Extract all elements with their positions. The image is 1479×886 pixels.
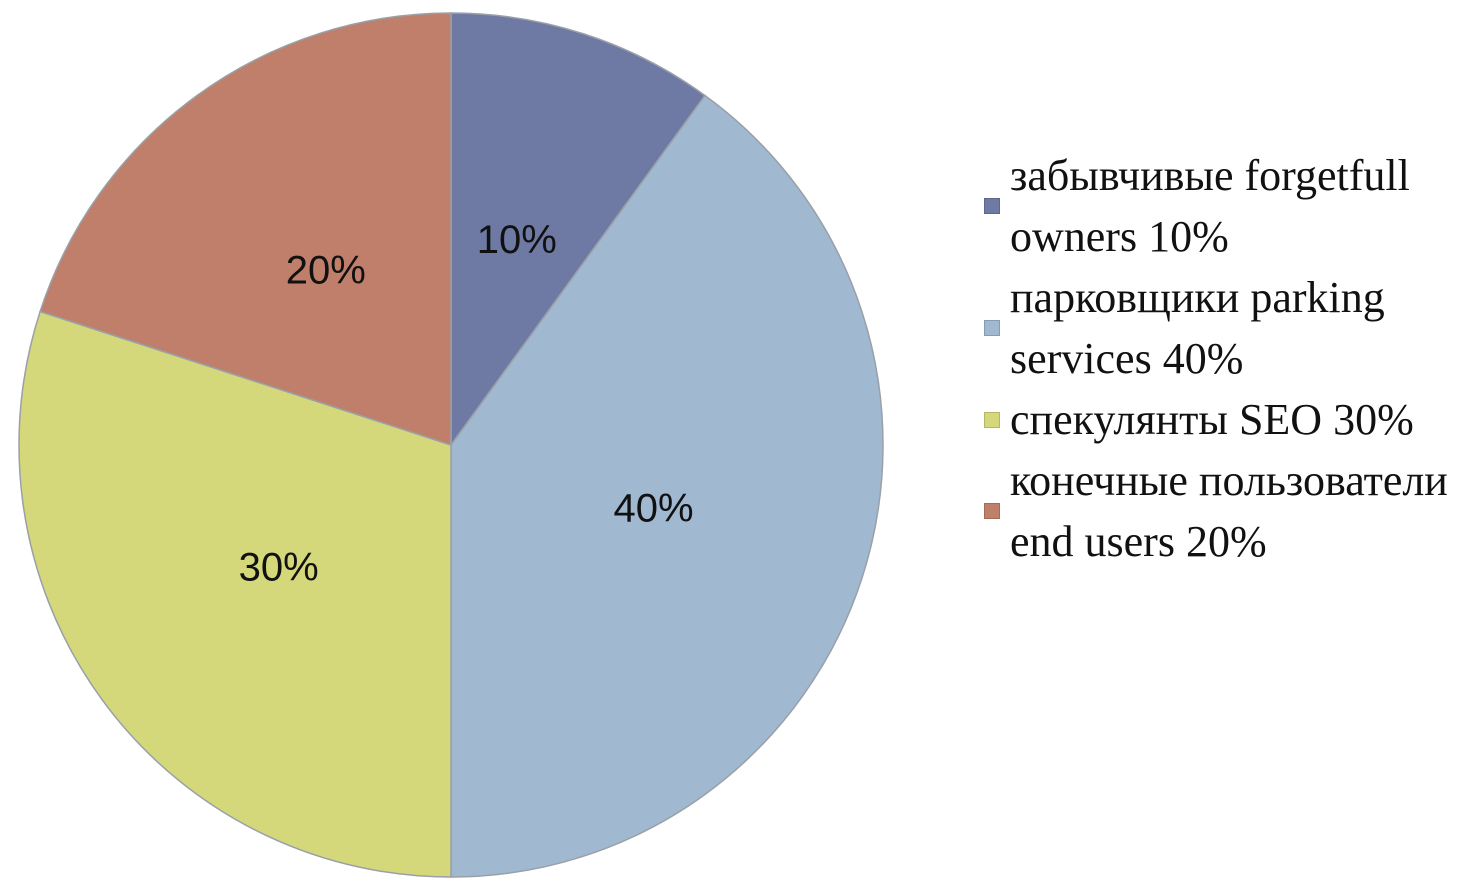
- legend-swatch: [984, 320, 1000, 336]
- legend-label: парковщики parking services 40%: [1010, 273, 1385, 383]
- pie-slice: [39, 12, 452, 447]
- data-label: 40%: [614, 486, 694, 530]
- legend-entry: конечные пользователи end users 20%: [984, 450, 1476, 572]
- pie-slice: [18, 310, 452, 878]
- pie-slice: [450, 94, 884, 878]
- legend-label: спекулянты SEO 30%: [1010, 395, 1414, 444]
- legend-entry: забывчивые forgetfull owners 10%: [984, 145, 1476, 267]
- legend: забывчивые forgetfull owners 10% парковщи…: [984, 145, 1476, 572]
- legend-entry: парковщики parking services 40%: [984, 267, 1476, 389]
- legend-swatch: [984, 503, 1000, 519]
- pie-slice: [450, 12, 706, 448]
- data-label: 10%: [477, 218, 557, 262]
- legend-entry: спекулянты SEO 30%: [984, 389, 1476, 450]
- data-label: 20%: [286, 248, 366, 292]
- legend-label: конечные пользователи end users 20%: [1010, 456, 1448, 566]
- legend-swatch: [984, 411, 1000, 428]
- pie-area: 10% 40% 30% 20%: [18, 12, 884, 878]
- data-label: 30%: [239, 546, 319, 590]
- legend-swatch: [984, 198, 1000, 214]
- legend-label: забывчивые forgetfull owners 10%: [1010, 151, 1410, 261]
